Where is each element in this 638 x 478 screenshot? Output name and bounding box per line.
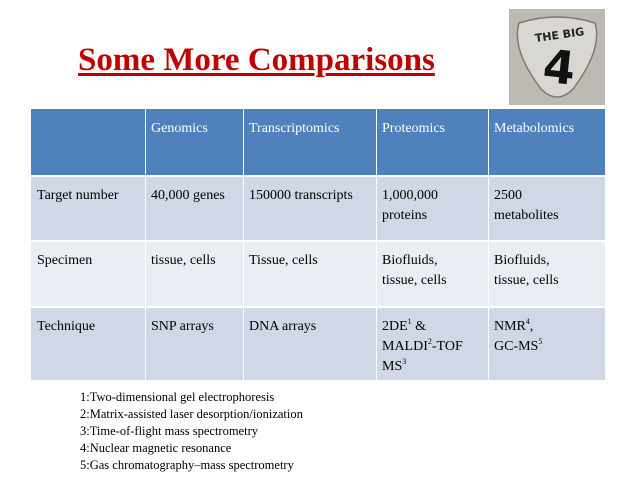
text-run: &: [411, 319, 427, 334]
table-row-target-number: Target number 40,000 genes 150000 transc…: [31, 176, 605, 241]
table-row-specimen: Specimen tissue, cells Tissue, cells Bio…: [31, 241, 605, 307]
row-divider: [31, 175, 605, 177]
footnote-4: 4:Nuclear magnetic resonance: [80, 441, 232, 455]
cell-text-line: tissue, cells: [494, 273, 559, 288]
table-header-row: Genomics Transcriptomics Proteomics Meta…: [31, 109, 605, 176]
footnote-ref: 5: [538, 337, 543, 346]
row-label: Technique: [37, 319, 96, 334]
cell-text-line: GC-MS5: [494, 337, 601, 357]
header-transcriptomics: Transcriptomics: [249, 121, 340, 136]
cell-text-line: 2DE1 &: [382, 317, 484, 337]
cell-metabolomics: 2500 metabolites: [488, 176, 605, 241]
cell-text-line: Biofluids,: [494, 253, 550, 268]
cell-proteomics: 1,000,000 proteins: [376, 176, 488, 241]
cell-transcriptomics: Tissue, cells: [249, 253, 318, 268]
footnote-ref: 3: [402, 357, 407, 366]
guitar-pick-logo: THE BIG 4: [509, 9, 605, 105]
column-divider: [488, 109, 489, 380]
slide-title: Some More Comparisons: [78, 42, 435, 78]
text-run: 2DE: [382, 319, 408, 334]
table-row-technique: Technique SNP arrays DNA arrays 2DE1 & M…: [31, 307, 605, 380]
cell-genomics: SNP arrays: [151, 319, 214, 334]
column-divider: [376, 109, 377, 380]
footnote-3: 3:Time-of-flight mass spectrometry: [80, 424, 258, 438]
text-run: MALDI: [382, 339, 428, 354]
row-divider: [31, 306, 605, 308]
footnote-ref: 1: [407, 317, 412, 326]
cell-transcriptomics: 150000 transcripts: [249, 188, 353, 203]
header-cell-empty: [31, 109, 145, 176]
row-divider: [31, 240, 605, 242]
footnotes: 1:Two-dimensional gel electrophoresis 2:…: [80, 389, 303, 474]
footnote-ref: 2: [427, 337, 432, 346]
cell-genomics: tissue, cells: [151, 253, 216, 268]
footnote-5: 5:Gas chromatography–mass spectrometry: [80, 458, 294, 472]
cell-proteomics: 2DE1 & MALDI2-TOF MS3: [376, 307, 488, 380]
column-divider: [243, 109, 244, 380]
cell-text-line: metabolites: [494, 208, 559, 223]
cell-text-line: proteins: [382, 208, 428, 223]
row-label: Specimen: [37, 253, 93, 268]
text-run: -TOF: [431, 339, 463, 354]
text-run: NMR: [494, 319, 526, 334]
cell-text-line: Biofluids,: [382, 253, 438, 268]
cell-proteomics: Biofluids, tissue, cells: [376, 241, 488, 307]
footnote-1: 1:Two-dimensional gel electrophoresis: [80, 390, 275, 404]
header-proteomics: Proteomics: [382, 121, 445, 136]
text-run: GC-MS: [494, 339, 539, 354]
cell-text-line: 1,000,000: [382, 188, 438, 203]
cell-text-line: NMR4,: [494, 317, 601, 337]
cell-text-line: 2500: [494, 188, 522, 203]
text-run: MS: [382, 359, 403, 374]
comparison-table: Genomics Transcriptomics Proteomics Meta…: [31, 109, 605, 380]
column-divider: [145, 109, 146, 380]
cell-metabolomics: Biofluids, tissue, cells: [488, 241, 605, 307]
cell-metabolomics: NMR4, GC-MS5: [488, 307, 605, 380]
cell-transcriptomics: DNA arrays: [249, 319, 317, 334]
text-run: ,: [529, 319, 534, 334]
cell-text-line: tissue, cells: [382, 273, 447, 288]
cell-text-line: MALDI2-TOF: [382, 337, 484, 357]
cell-text-line: MS3: [382, 357, 484, 377]
header-genomics: Genomics: [151, 121, 208, 136]
header-metabolomics: Metabolomics: [494, 121, 575, 136]
logo-text-main: 4: [540, 39, 577, 96]
footnote-ref: 4: [525, 317, 530, 326]
footnote-2: 2:Matrix-assisted laser desorption/ioniz…: [80, 407, 303, 421]
cell-genomics: 40,000 genes: [151, 188, 225, 203]
row-label: Target number: [37, 188, 119, 203]
